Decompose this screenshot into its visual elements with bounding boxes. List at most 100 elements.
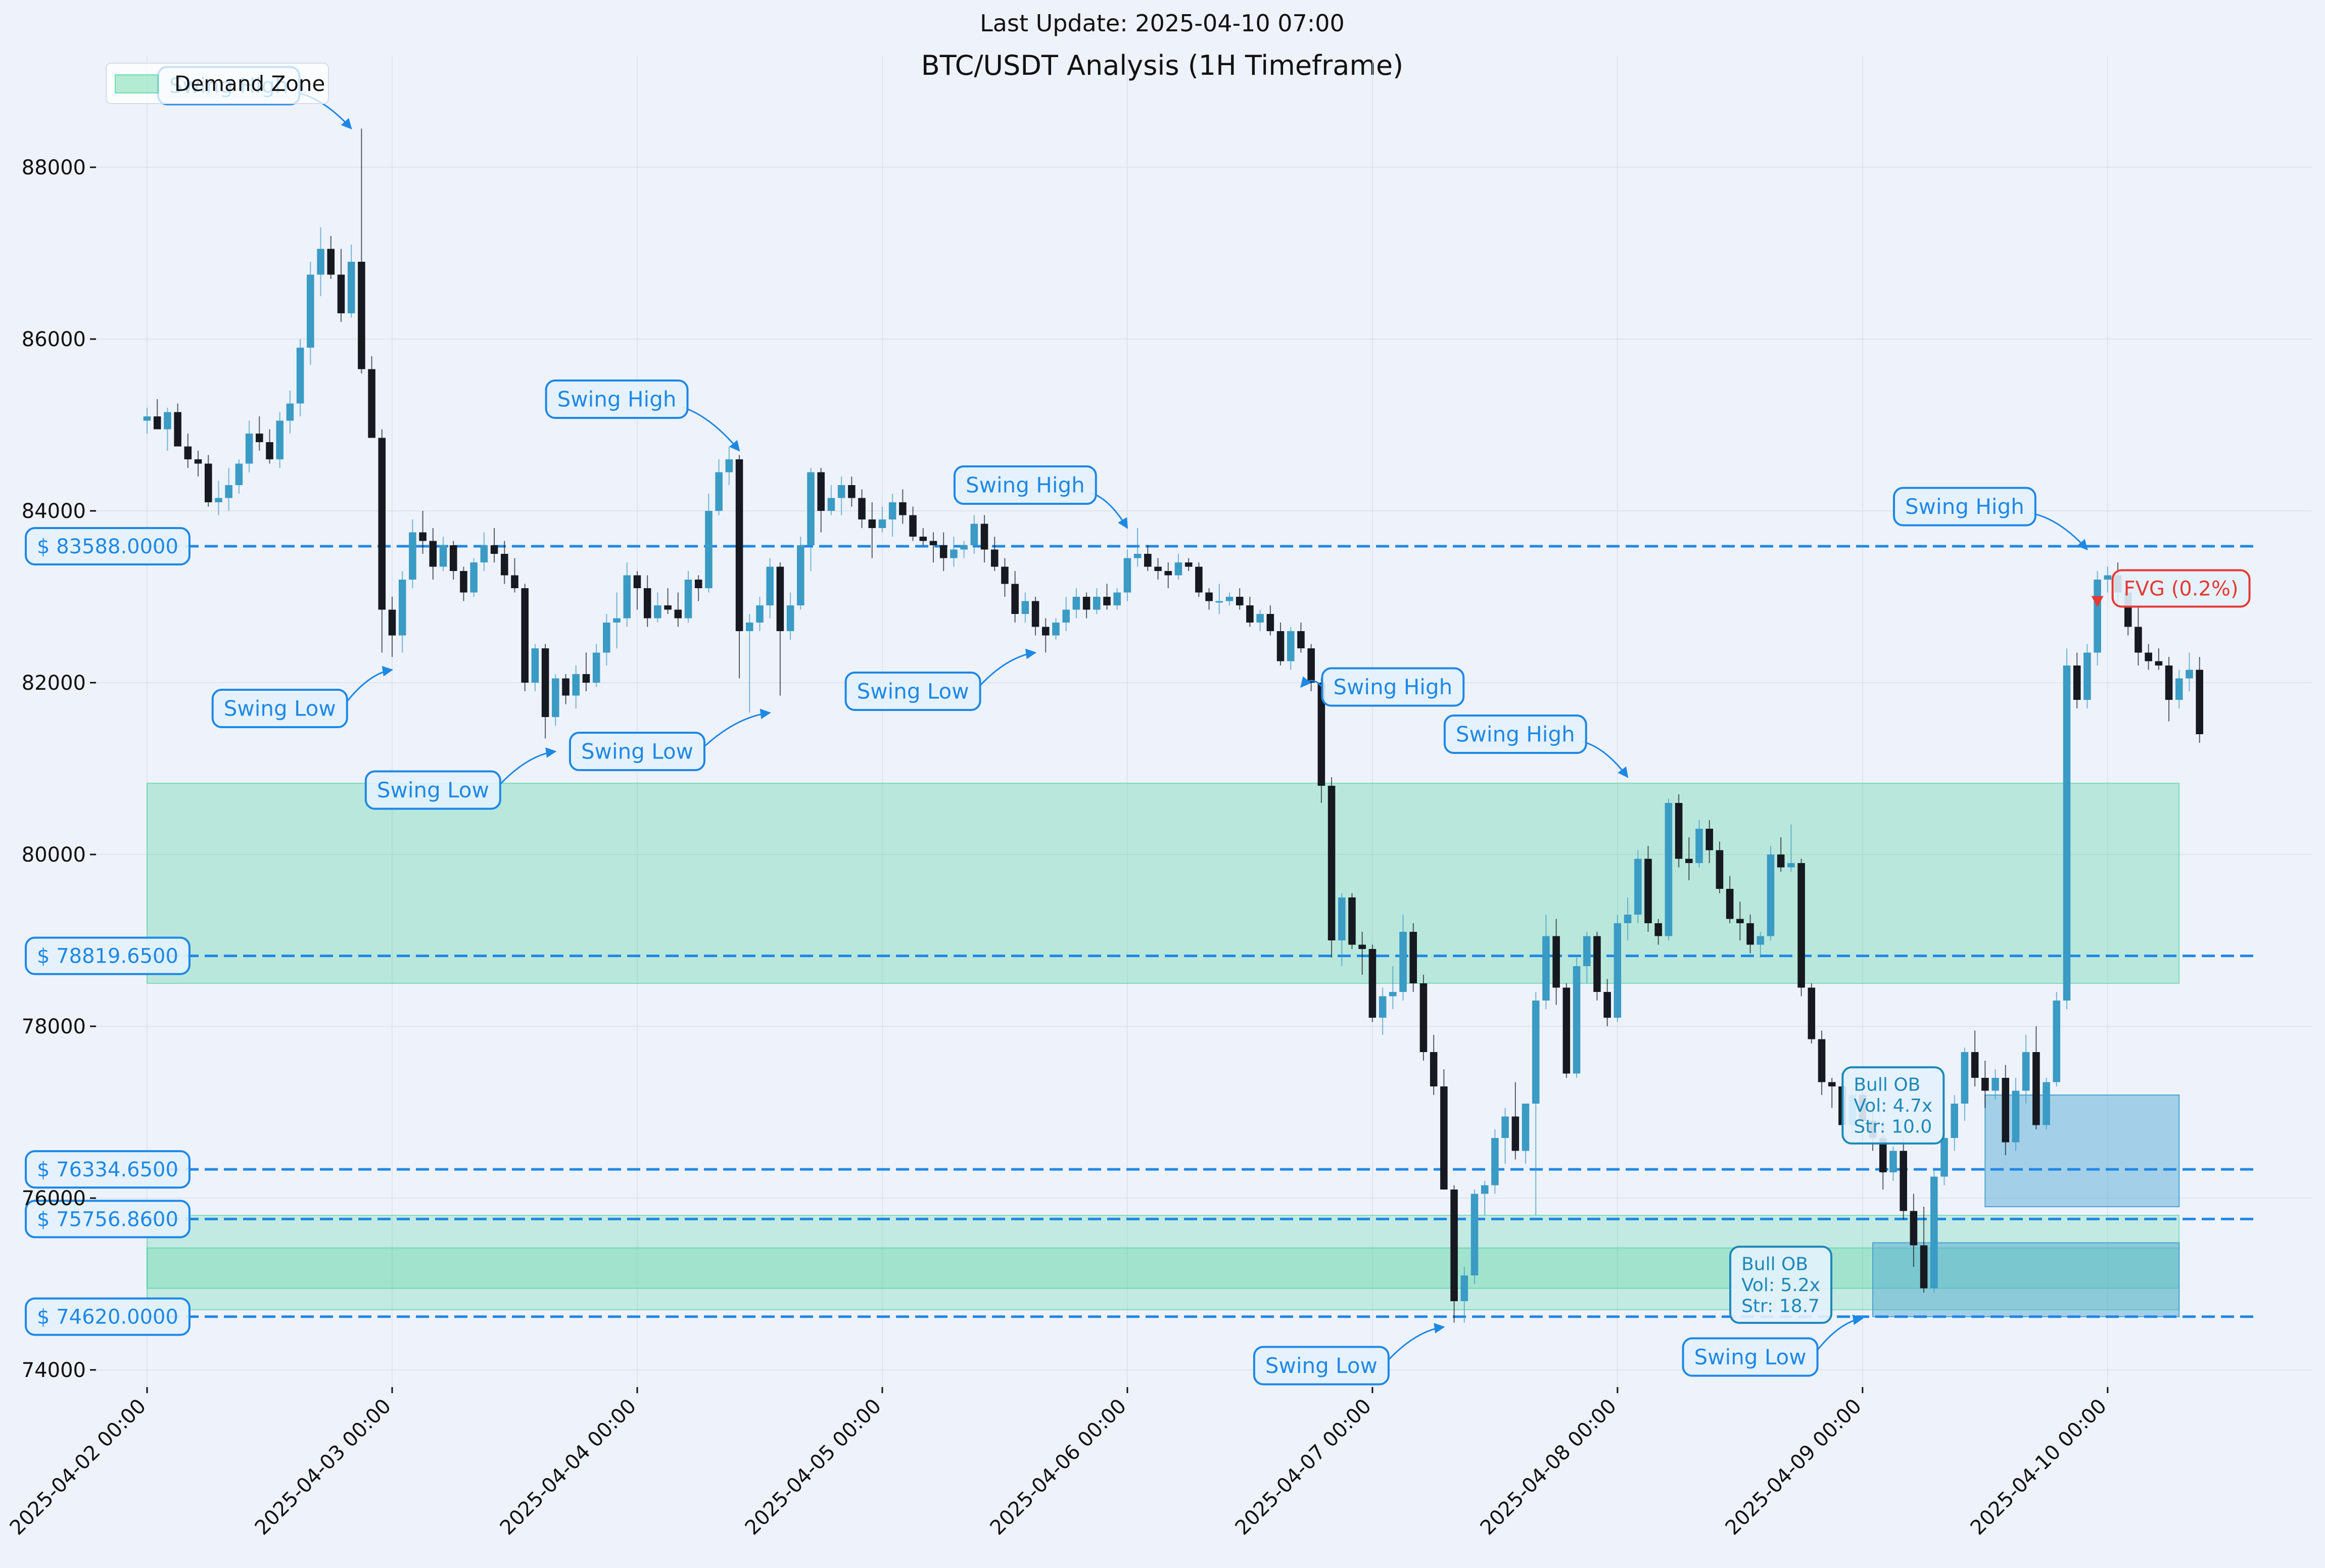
candle-body	[725, 459, 733, 472]
candle-body	[1338, 897, 1346, 940]
candle-body	[1920, 1245, 1928, 1289]
fvg-marker	[2091, 596, 2104, 607]
price-level-label-box	[25, 936, 191, 975]
candle-body	[2032, 1052, 2040, 1125]
candle-body	[174, 412, 181, 447]
candle-body	[888, 502, 896, 519]
candle-body	[1705, 829, 1714, 850]
candle-body	[2083, 652, 2091, 700]
order-block-label-text: Str: 18.7	[1741, 1296, 1820, 1317]
candle-body	[1665, 803, 1673, 936]
candle-body	[1236, 597, 1244, 605]
swing-arrow	[682, 406, 740, 452]
candle-body	[633, 575, 641, 588]
swing-low-label-box	[1253, 1346, 1390, 1386]
candle-body	[1562, 987, 1571, 1074]
candle-body	[1971, 1052, 1979, 1078]
candle-body	[1583, 936, 1591, 966]
candle-body	[1522, 1104, 1530, 1151]
candle-body	[817, 472, 825, 511]
order-block-label-text: Bull OB	[1741, 1254, 1808, 1275]
candle-body	[1307, 648, 1315, 683]
candle-body	[1266, 614, 1274, 631]
candle-body	[143, 416, 151, 421]
candle-body	[592, 652, 600, 683]
candle-body	[1757, 936, 1765, 945]
candle-body	[1327, 786, 1336, 940]
candle-body	[1767, 854, 1775, 936]
price-level-label-box	[25, 1200, 191, 1239]
candle-body	[153, 416, 161, 430]
order-block-label-box	[1729, 1246, 1833, 1324]
candle-body	[776, 566, 784, 631]
price-level-label-text: $ 83588.0000	[37, 535, 178, 558]
legend-swatch	[115, 74, 159, 93]
swing-high-label-text: Swing High	[966, 473, 1085, 498]
swing-low-label-box	[364, 770, 501, 810]
candle-body	[419, 532, 426, 541]
price-level-label: $ 74620.0000	[25, 1297, 191, 1336]
candle-body	[317, 249, 324, 275]
candle-body	[1624, 915, 1632, 923]
candle-body	[286, 403, 294, 421]
candle-body	[899, 502, 907, 515]
candle-body	[1481, 1185, 1489, 1194]
candle-body	[1001, 566, 1009, 584]
chart-subtitle: Last Update: 2025-04-10 07:00	[980, 10, 1345, 37]
swing-low-label-box	[1682, 1337, 1819, 1377]
candle-body	[613, 618, 621, 623]
candle-body	[1368, 949, 1377, 1018]
candle-body	[1685, 859, 1693, 863]
candle-body	[1828, 1082, 1836, 1086]
candle-body	[643, 588, 651, 619]
swing-arrow	[980, 648, 1037, 686]
legend-label: Demand Zone	[174, 71, 325, 96]
candle-body	[184, 446, 192, 459]
candle-body	[1644, 859, 1652, 923]
y-tick-label: 84000	[22, 500, 86, 523]
legend-frame	[106, 63, 329, 104]
candle-body	[296, 348, 304, 404]
swing-high-label: Swing High	[953, 465, 1097, 505]
fvg-label-text: FVG (0.2%)	[2124, 578, 2239, 601]
chart-title: BTC/USDT Analysis (1H Timeframe)	[921, 50, 1404, 81]
y-tick-label: 80000	[22, 843, 86, 867]
candle-body	[990, 549, 999, 567]
candle-body	[1215, 601, 1223, 603]
y-tick-label: 76000	[22, 1187, 86, 1210]
price-level-label-text: $ 76334.6500	[37, 1158, 178, 1181]
candle-body	[215, 498, 222, 502]
swing-high-label: Swing High	[1443, 715, 1587, 754]
candle-body	[1930, 1176, 1938, 1289]
candle-body	[521, 588, 529, 683]
candle-body	[307, 274, 314, 348]
candle-body	[1164, 571, 1172, 576]
candle-body	[1409, 932, 1417, 983]
candle-body	[1419, 983, 1428, 1052]
price-level-label-box	[25, 527, 191, 566]
candle-body	[786, 605, 794, 631]
candle-body	[919, 537, 927, 541]
candle-body	[1603, 992, 1611, 1018]
swing-high-label-text: Swing High	[1905, 494, 2024, 519]
order-block-label-text: Str: 10.0	[1854, 1117, 1932, 1137]
candle-body	[429, 541, 437, 567]
candle-body	[460, 571, 467, 593]
fvg-label: FVG (0.2%)	[2111, 569, 2251, 608]
candle-body	[562, 678, 570, 696]
candle-body	[797, 545, 804, 605]
candle-body	[1501, 1116, 1509, 1138]
swing-low-label: Swing Low	[568, 732, 706, 771]
candle-body	[848, 485, 856, 498]
candle-body	[1317, 683, 1325, 786]
swing-high-label-box	[1321, 667, 1465, 707]
candle-body	[1940, 1138, 1948, 1177]
swing-low-label-text: Swing Low	[1265, 1353, 1378, 1378]
candle-body	[368, 369, 375, 438]
candle-body	[1808, 987, 1816, 1039]
candle-body	[929, 541, 937, 545]
price-level-label-box	[25, 1150, 191, 1189]
swing-low-label-text: Swing Low	[857, 679, 969, 704]
candle-body	[225, 485, 232, 498]
candle-body	[909, 515, 917, 537]
